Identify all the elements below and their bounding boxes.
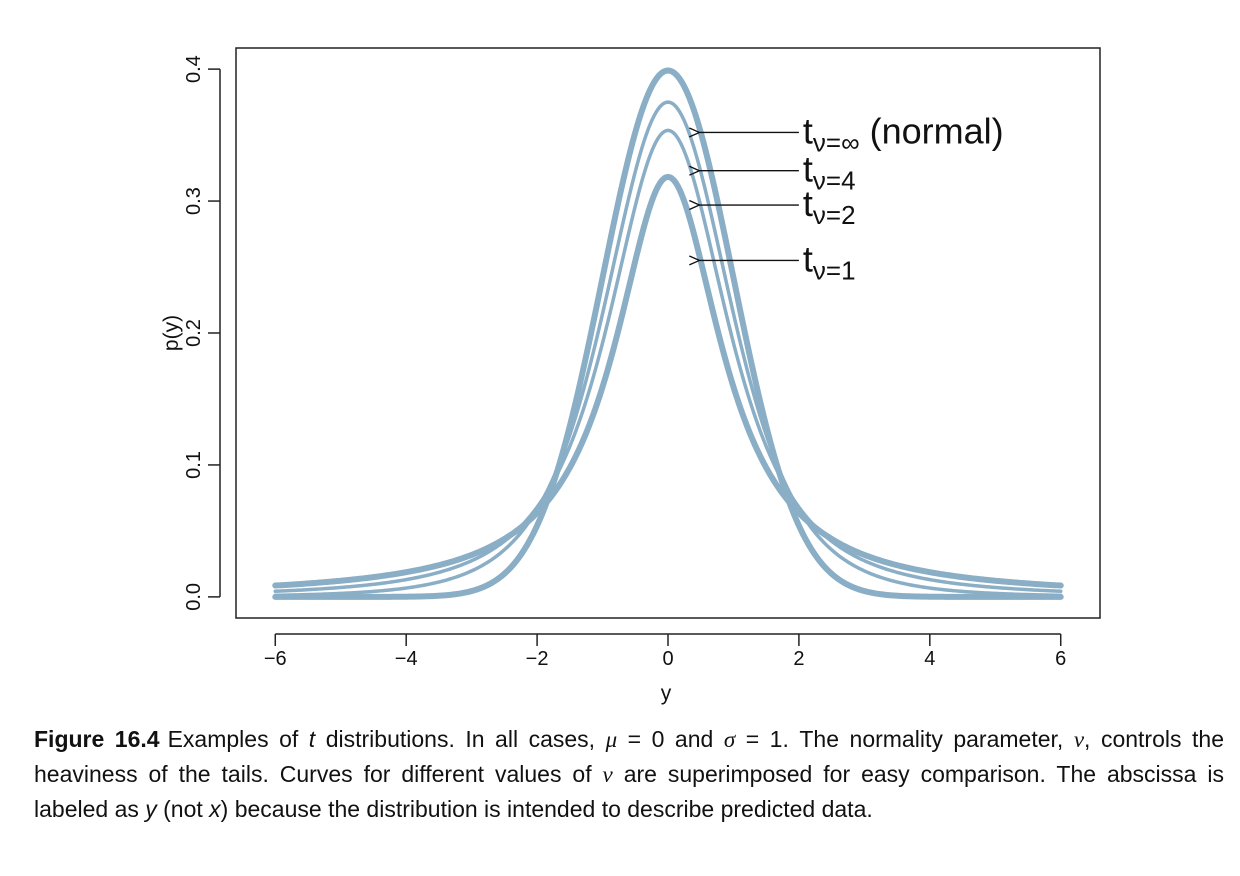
curve-label: tν=2 xyxy=(803,183,856,230)
t-distribution-chart: −6 −4 −2 0 2 4 6 0.00.10.20.30.4 tν=∞ (normal)t… xyxy=(160,47,1101,705)
curve-label-subscript: ν=2 xyxy=(813,200,856,230)
caption-figure-label: Figure 16.4 xyxy=(34,726,160,752)
y-axis-title: p(y) xyxy=(160,315,183,351)
caption-y-symbol: y xyxy=(145,796,157,822)
caption-t-symbol: t xyxy=(308,726,316,752)
x-tick-label: 2 xyxy=(793,648,804,670)
caption-text-4: are superimposed for easy comparison. Th… xyxy=(34,761,1224,822)
x-tick-label: 4 xyxy=(924,648,935,670)
caption-text-6: ) because the distribution is intended t… xyxy=(220,796,873,822)
y-tick-label: 0.0 xyxy=(183,583,205,611)
curve-label-main: t xyxy=(803,183,813,224)
caption-text-5: (not xyxy=(156,796,210,822)
curve-label-subscript: ν=∞ xyxy=(813,127,860,157)
figure-caption: Figure 16.4 Examples of t distributions. … xyxy=(34,722,1224,826)
x-tick-label: −4 xyxy=(395,648,418,670)
curve-label-subscript: ν=4 xyxy=(813,166,856,196)
x-tick-label: −6 xyxy=(264,648,287,670)
curve-label: tν=∞ (normal) xyxy=(803,110,1004,157)
x-axis: −6 −4 −2 0 2 4 6 xyxy=(264,633,1066,670)
curve-t-nu-inf xyxy=(272,67,1064,600)
curve-label: tν=1 xyxy=(803,238,856,285)
caption-text-3: , controls the heaviness of the tails. C… xyxy=(34,726,1224,787)
caption-eq-1: = 0 and xyxy=(617,726,724,752)
caption-nu-1: ν xyxy=(1073,727,1085,752)
y-tick-label: 0.1 xyxy=(183,451,205,479)
caption-text-2: distributions. In all cases, xyxy=(315,726,606,752)
curve-label: tν=4 xyxy=(803,149,856,196)
caption-nu-2: ν xyxy=(602,762,613,787)
curve-label-suffix: (normal) xyxy=(870,110,1004,151)
curve-label-main: t xyxy=(803,110,813,151)
y-tick-label: 0.4 xyxy=(183,55,205,83)
caption-text-1: Examples of xyxy=(167,726,309,752)
curve-t-nu-2 xyxy=(273,128,1063,594)
caption-mu: μ xyxy=(605,727,618,752)
curve-label-main: t xyxy=(803,149,813,190)
curve-t-nu-4 xyxy=(273,100,1063,598)
x-axis-title: y xyxy=(661,682,672,705)
plot-frame xyxy=(235,47,1101,619)
curve-labels: tν=∞ (normal)tν=4tν=2tν=1 xyxy=(689,110,1004,285)
caption-x-symbol: x xyxy=(209,796,221,822)
y-tick-label: 0.3 xyxy=(183,187,205,215)
caption-eq-2: = 1. The normality parameter, xyxy=(735,726,1074,752)
curve-label-subscript: ν=1 xyxy=(813,255,856,285)
y-axis: 0.0 0.1 0.2 0.3 0.4 xyxy=(183,55,221,611)
x-tick-label: 6 xyxy=(1055,648,1066,670)
x-tick-label: 0 xyxy=(662,648,673,670)
x-tick-label: −2 xyxy=(526,648,549,670)
y-tick-label: 0.2 xyxy=(183,319,205,347)
caption-sigma: σ xyxy=(723,727,736,752)
curve-t-nu-1 xyxy=(272,173,1064,589)
curves xyxy=(272,67,1064,600)
curve-label-main: t xyxy=(803,238,813,279)
